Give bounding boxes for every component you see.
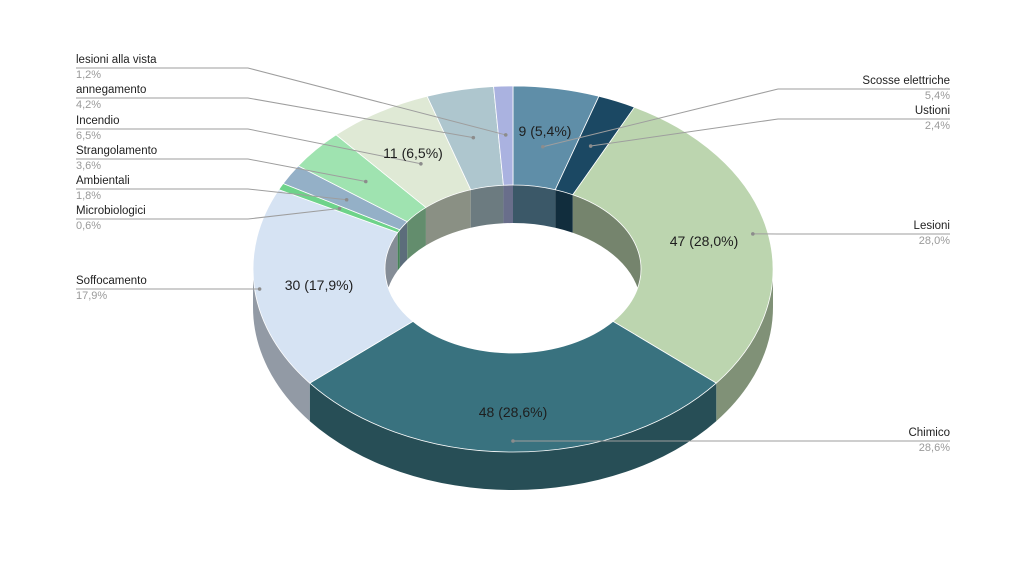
inner-wall-incendio [425,189,471,246]
legend-label-lesioni: Lesioni [914,220,950,232]
data-label-chimico: 48 (28,6%) [479,404,547,420]
callout-dot-strangolamento [363,179,368,184]
callout-line-annegamento [76,97,474,139]
chart-side-walls [253,269,774,490]
callout-line-ustioni [590,118,950,147]
legend-pct-lesioni-alla-vista: 1,2% [76,69,101,81]
data-label-scosse-elettriche: 9 (5,4%) [519,123,572,139]
legend-label-scosse-elettriche: Scosse elettriche [862,75,950,87]
legend-label-incendio: Incendio [76,115,119,127]
callout-labels: Scosse elettriche 5,4% Ustioni 2,4% Lesioni 2… [76,54,950,454]
legend-pct-chimico: 28,6% [919,442,950,454]
legend-pct-annegamento: 4,2% [76,99,101,111]
side-soffocamento [253,269,310,422]
slice-lesioni-alla-vista [493,85,514,186]
legend-label-ambientali: Ambientali [76,175,130,187]
chart-top-faces [252,85,774,453]
inner-wall-ustioni [555,189,573,233]
inner-labels: 9 (5,4%) 47 (28,0%) 48 (28,6%) 30 (17,9%) 11… [285,123,738,420]
legend-label-annegamento: annegamento [76,84,146,96]
callout-dot-lesioni-alla-vista [503,133,508,137]
slice-chimico [309,320,717,453]
legend-pct-ambientali: 1,8% [76,190,101,202]
data-label-lesioni: 47 (28,0%) [670,233,738,249]
data-label-soffocamento: 30 (17,9%) [285,277,353,293]
inner-wall-ambientali [399,221,408,268]
callout-dot-lesioni [751,232,755,236]
legend-label-soffocamento: Soffocamento [76,275,147,287]
legend-pct-incendio: 6,5% [76,130,101,142]
legend-pct-strangolamento: 3,6% [76,160,101,172]
callout-dot-incendio [419,162,423,166]
legend-pct-lesioni: 28,0% [919,235,950,247]
callout-dot-annegamento [471,135,476,140]
slice-lesioni [572,106,774,384]
callout-line-microbiologici [76,208,340,220]
data-label-incendio: 11 (6,5%) [383,145,443,161]
callout-dot-microbiologici [337,206,342,211]
inner-wall-lesioni [572,194,641,307]
inner-wall-scosse-elettriche [513,185,556,228]
callout-line-ambientali [76,188,347,201]
legend-pct-soffocamento: 17,9% [76,290,107,302]
callout-dot-ustioni [588,144,593,148]
callout-dot-scosse-elettriche [541,144,545,149]
legend-label-microbiologici: Microbiologici [76,205,146,217]
legend-label-ustioni: Ustioni [915,105,950,117]
legend-label-chimico: Chimico [908,427,950,439]
callout-dot-ambientali [344,197,349,202]
legend-pct-scosse-elettriche: 5,4% [925,90,950,102]
side-lesioni [716,269,774,422]
callout-dot-chimico [511,439,515,443]
inner-wall-microbiologici [397,229,400,271]
legend-pct-ustioni: 2,4% [925,120,950,132]
slice-soffocamento [252,189,414,384]
callout-dot-soffocamento [257,287,262,291]
callout-line-strangolamento [76,158,366,182]
callout-line-scosse-elettriche [542,88,950,148]
legend-label-strangolamento: Strangolamento [76,145,157,157]
callout-line-lesioni-alla-vista [76,67,506,136]
callout-lines [76,67,950,443]
legend-label-lesioni-alla-vista: lesioni alla vista [76,54,157,66]
inner-wall-annegamento [470,185,504,228]
legend-pct-microbiologici: 0,6% [76,220,101,232]
inner-wall-lesioni-alla-vista [503,185,513,224]
inner-wall-strangolamento [407,207,426,260]
callout-line-incendio [76,128,421,165]
side-chimico [309,383,717,490]
